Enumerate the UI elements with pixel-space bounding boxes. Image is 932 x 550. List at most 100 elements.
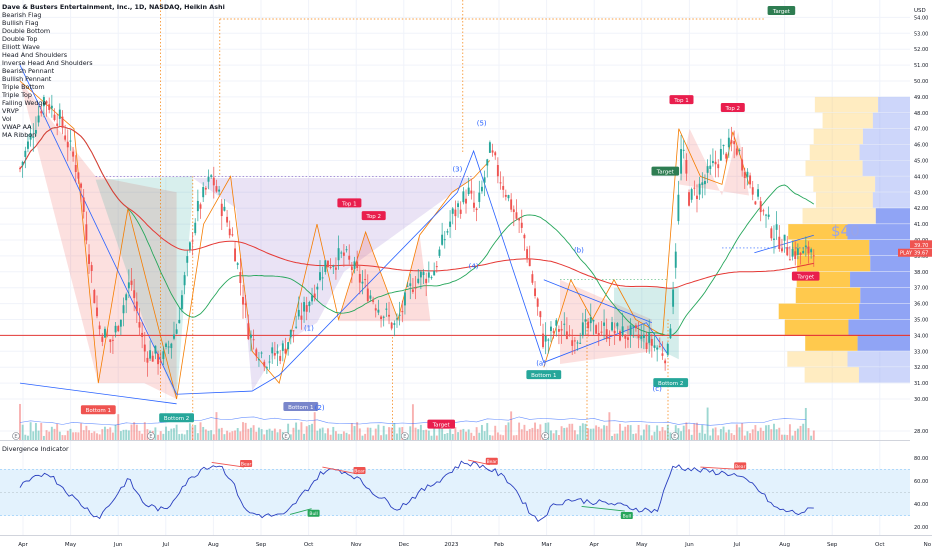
candle-body bbox=[438, 249, 441, 256]
wave-label: (4) bbox=[469, 263, 479, 271]
candle-body bbox=[616, 323, 619, 327]
candle-body bbox=[600, 331, 603, 333]
legend-item[interactable]: Bullish Flag bbox=[2, 19, 39, 27]
vp-bar-up bbox=[809, 144, 860, 160]
candle-body bbox=[730, 140, 733, 144]
candle-body bbox=[56, 123, 59, 126]
candle-body bbox=[672, 289, 675, 307]
legend-item[interactable]: Bearish Flag bbox=[2, 11, 42, 19]
legend-item[interactable]: Bearish Pennant bbox=[2, 67, 55, 75]
time-tick: Apr bbox=[18, 542, 28, 548]
candle-body bbox=[223, 206, 226, 211]
price-tick: 50.00 bbox=[914, 79, 928, 85]
legend-item[interactable]: Triple Top bbox=[2, 91, 32, 99]
volume-bar bbox=[480, 424, 483, 440]
candle-body bbox=[45, 101, 48, 104]
volume-bar bbox=[342, 431, 345, 440]
legend-item[interactable]: Head And Shoulders bbox=[2, 51, 68, 59]
volume-bar bbox=[603, 425, 606, 440]
wave-label: (a) bbox=[536, 360, 546, 368]
candle-body bbox=[101, 336, 104, 342]
earnings-marker bbox=[147, 432, 155, 440]
candle-body bbox=[611, 322, 613, 331]
volume-bar bbox=[449, 429, 452, 440]
volume-bar bbox=[698, 432, 701, 440]
candle-body bbox=[88, 254, 90, 264]
wave-label: (2) bbox=[315, 404, 325, 412]
candle-body bbox=[305, 305, 308, 312]
candle-body bbox=[300, 315, 303, 320]
candle-body bbox=[24, 150, 27, 157]
legend-item[interactable]: MA Ribbon bbox=[2, 131, 37, 139]
divergence-badge bbox=[620, 512, 633, 520]
volume-bar bbox=[422, 430, 425, 440]
volume-bar bbox=[775, 429, 778, 440]
legend-item[interactable]: Falling Wedge bbox=[2, 99, 47, 107]
legend-item[interactable]: Vol bbox=[2, 115, 12, 123]
legend-item[interactable]: Triple Bottom bbox=[2, 83, 45, 91]
divergence-line bbox=[211, 461, 245, 468]
volume-bar bbox=[419, 424, 422, 440]
legend-item[interactable]: Inverse Head And Shoulders bbox=[2, 59, 93, 67]
legend-item[interactable]: Double Bottom bbox=[2, 27, 51, 35]
earnings-label: E bbox=[544, 434, 547, 440]
time-axis[interactable]: Apr May Jun Jul Aug Sep Oct Nov Dec 2023 Feb Mar Apr… bbox=[18, 542, 932, 548]
candle-body bbox=[186, 256, 189, 263]
volume-bar bbox=[268, 428, 271, 440]
volume-bar bbox=[295, 422, 298, 440]
candle-body bbox=[234, 248, 236, 262]
candle-body bbox=[666, 343, 669, 355]
candle-body bbox=[401, 311, 404, 313]
candle-body bbox=[111, 339, 114, 341]
volume-bar bbox=[762, 430, 765, 440]
volume-bar bbox=[53, 428, 56, 440]
divergence-label: Bear bbox=[735, 464, 746, 470]
candle-body bbox=[265, 367, 268, 369]
candle-body bbox=[236, 263, 239, 265]
vp-bar-up bbox=[813, 128, 863, 145]
target-label-text: Target bbox=[772, 9, 791, 15]
price-tick: 46.00 bbox=[914, 143, 928, 149]
play-price-value: 39.67 bbox=[914, 251, 928, 257]
volume-bar bbox=[425, 429, 428, 440]
candle-body bbox=[669, 328, 672, 339]
volume-bar bbox=[77, 432, 80, 440]
candle-body bbox=[202, 187, 205, 198]
volume-bar bbox=[88, 430, 90, 440]
volume-bar bbox=[706, 407, 709, 440]
legend-item[interactable]: VWAP AA bbox=[2, 123, 32, 131]
candle-body bbox=[608, 338, 611, 340]
volume-bar bbox=[327, 428, 329, 440]
legend-item[interactable]: Bullish Pennant bbox=[2, 75, 52, 83]
legend-item[interactable]: VRVP bbox=[2, 107, 19, 115]
volume-bar bbox=[430, 435, 433, 440]
candle-body bbox=[53, 114, 56, 121]
candle-body bbox=[603, 322, 606, 326]
time-tick: Jul bbox=[733, 542, 741, 548]
volume-bar bbox=[443, 433, 446, 440]
candle-body bbox=[457, 203, 460, 207]
volume-bar bbox=[170, 428, 173, 440]
volume-bar bbox=[751, 429, 754, 440]
price-tick: 51.00 bbox=[914, 63, 928, 69]
volume-bar bbox=[300, 422, 303, 440]
volume-bar bbox=[502, 435, 505, 440]
candle-body bbox=[96, 307, 98, 317]
legend-item[interactable]: Elliott Wave bbox=[2, 43, 40, 51]
legend-item[interactable]: Double Top bbox=[2, 35, 38, 43]
divergence-badge bbox=[307, 509, 320, 517]
price-axis[interactable]: USD 28.00 30.00 31.00 32.00 33.00 34.00 35.00 36… bbox=[898, 0, 932, 550]
candle-body bbox=[303, 302, 306, 312]
candle-body bbox=[645, 342, 648, 350]
candle-body bbox=[252, 339, 255, 341]
candle-body bbox=[544, 335, 547, 342]
time-tick: Mar bbox=[541, 542, 552, 548]
candle-body bbox=[308, 302, 311, 307]
candle-body bbox=[329, 267, 332, 269]
volume-bar bbox=[478, 432, 481, 440]
volume-bar bbox=[58, 431, 61, 440]
volume-bar bbox=[332, 426, 335, 440]
candle-body bbox=[138, 322, 141, 328]
earnings-label: E bbox=[14, 434, 17, 440]
